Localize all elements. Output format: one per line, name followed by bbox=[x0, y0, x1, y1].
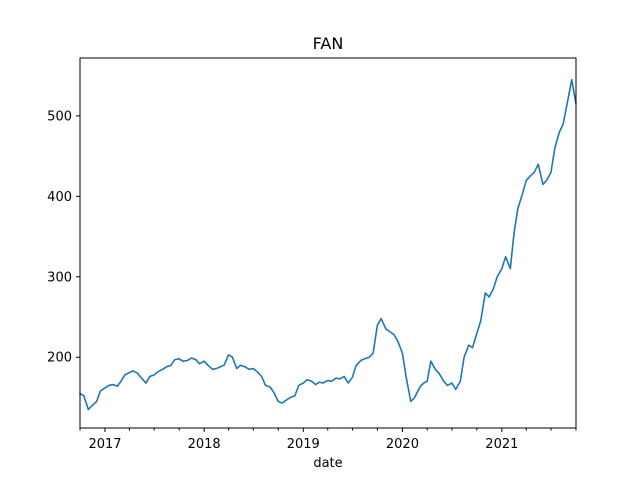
x-tick-label: 2021 bbox=[485, 437, 518, 452]
x-axis: 2017 2018 2019 2020 2021 bbox=[79, 428, 577, 452]
y-tick-label: 300 bbox=[47, 270, 72, 285]
x-tick-label: 2019 bbox=[287, 437, 320, 452]
y-tick-label: 400 bbox=[47, 190, 72, 205]
plot-frame bbox=[79, 57, 577, 429]
x-axis-label: date bbox=[313, 456, 342, 471]
series-line bbox=[79, 78, 577, 411]
x-tick-label: 2020 bbox=[386, 437, 419, 452]
y-tick-label: 200 bbox=[47, 351, 72, 366]
chart-title: FAN bbox=[313, 34, 344, 53]
x-tick-label: 2017 bbox=[88, 437, 121, 452]
y-tick-label: 500 bbox=[47, 109, 72, 124]
y-axis: 200 300 400 500 bbox=[47, 109, 80, 366]
x-tick-label: 2018 bbox=[188, 437, 221, 452]
